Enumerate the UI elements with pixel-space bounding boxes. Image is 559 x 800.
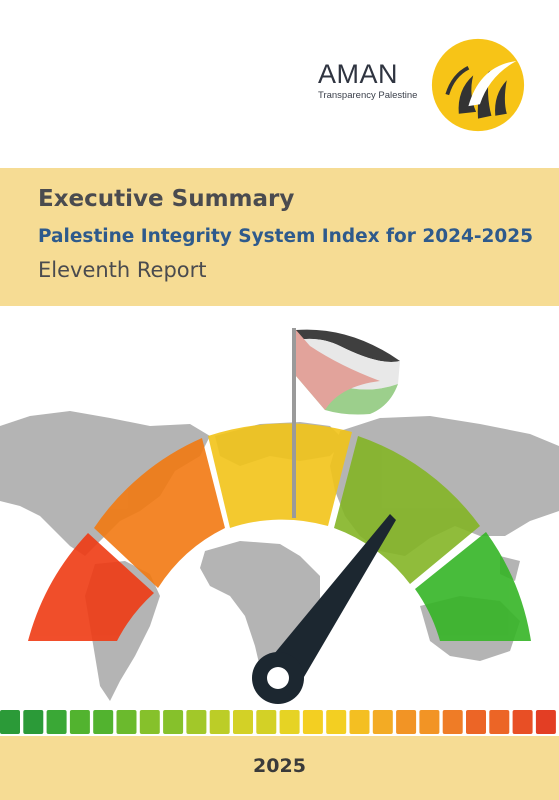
gauge-segment-olive [334, 436, 480, 584]
report-subtitle: Palestine Integrity System Index for 202… [38, 226, 533, 247]
color-strip-swatch [163, 710, 184, 734]
gauge-needle [252, 514, 396, 704]
title-band [0, 168, 559, 306]
color-strip-swatch [46, 710, 67, 734]
gauge-illustration [0, 328, 559, 734]
color-strip-swatch [326, 710, 347, 734]
color-strip-swatch [396, 710, 417, 734]
color-strip-swatch [186, 710, 207, 734]
logo-name: AMAN [318, 59, 399, 89]
color-strip-swatch [233, 710, 253, 734]
color-strip-swatch [93, 710, 114, 734]
color-strip-swatch [256, 710, 277, 734]
color-strip-swatch [23, 710, 44, 734]
color-strip-swatch [419, 710, 440, 734]
color-strip-swatch [139, 710, 160, 734]
footer-band [0, 736, 559, 800]
color-strip-swatch [535, 710, 556, 734]
color-strip-swatch [116, 710, 137, 734]
color-strip-swatch [69, 710, 90, 734]
color-strip-swatch [466, 710, 486, 734]
color-scale-strip [0, 710, 556, 734]
color-strip-swatch [349, 710, 370, 734]
report-edition: Eleventh Report [38, 258, 207, 282]
report-year: 2025 [253, 755, 306, 777]
palestine-flag-icon [292, 328, 400, 518]
gauge-arc [28, 423, 531, 641]
color-strip-swatch [442, 710, 463, 734]
logo-tagline: Transparency Palestine [318, 90, 418, 101]
color-strip-swatch [489, 710, 510, 734]
gauge-segment-red [28, 533, 154, 641]
gauge-segment-green [415, 532, 531, 641]
color-strip-swatch [512, 710, 533, 734]
color-strip-swatch [302, 710, 323, 734]
aman-logo-icon [431, 38, 525, 132]
logo-wordmark: AMAN Transparency Palestine [318, 60, 418, 101]
gauge-segment-yellow [208, 423, 352, 528]
color-strip-swatch [279, 710, 300, 734]
color-strip-swatch [0, 710, 20, 734]
gauge-segment-orange [94, 438, 225, 588]
color-strip-swatch [209, 710, 230, 734]
header: AMAN Transparency Palestine [0, 0, 559, 168]
report-heading: Executive Summary [38, 186, 295, 212]
color-strip-swatch [372, 710, 393, 734]
